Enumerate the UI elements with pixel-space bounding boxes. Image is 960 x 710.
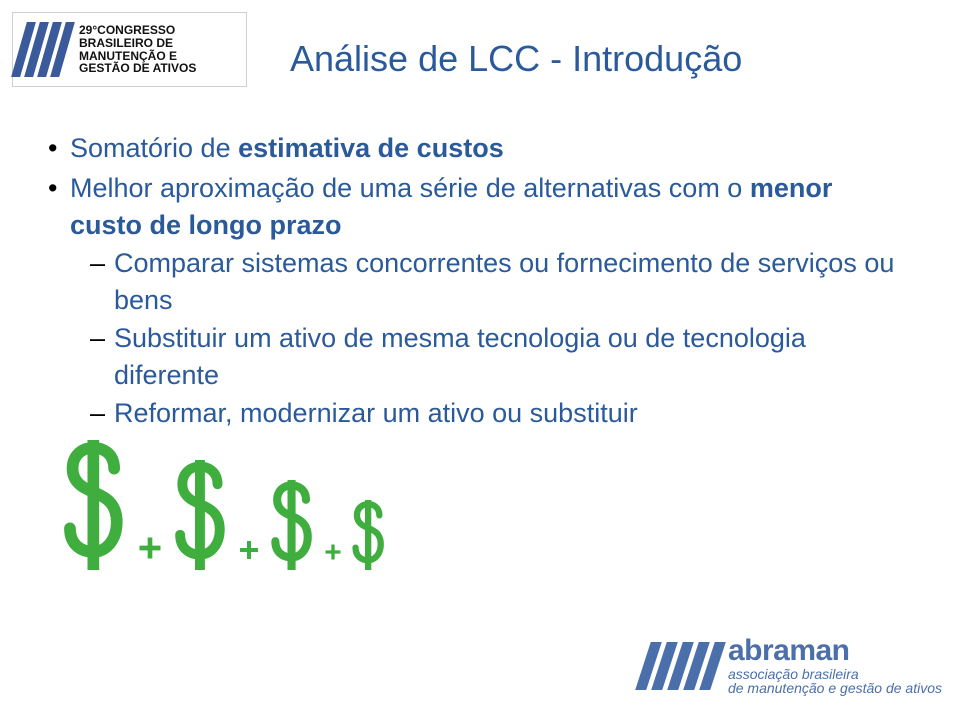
bullet-2: Melhor aproximação de uma série de alter… bbox=[48, 170, 908, 431]
abraman-brand: abraman bbox=[728, 635, 942, 667]
dollar-sign-icon bbox=[58, 440, 130, 570]
plus-icon bbox=[323, 542, 343, 562]
abraman-line2: associação brasileira bbox=[728, 667, 942, 682]
congress-logo-top: 29°CONGRESSO BRASILEIRO DE MANUTENÇÃO E … bbox=[12, 12, 247, 87]
bullet-1-pre: Somatório de bbox=[70, 133, 238, 163]
bullet-1-bold: estimativa de custos bbox=[238, 133, 504, 163]
abraman-logo-bottom: abraman associação brasileira de manuten… bbox=[643, 635, 942, 696]
abraman-line3: de manutenção e gestão de ativos bbox=[728, 681, 942, 696]
abraman-hatch-icon bbox=[643, 642, 718, 690]
dollar-sign-icon bbox=[267, 480, 317, 570]
sub-bullet-2: Substituir um ativo de mesma tecnologia … bbox=[70, 320, 908, 393]
abraman-text: abraman associação brasileira de manuten… bbox=[728, 635, 942, 696]
dollar-sign-icon bbox=[349, 500, 388, 570]
logo-hatch-icon bbox=[19, 22, 71, 77]
sub-bullet-1: Comparar sistemas concorrentes ou fornec… bbox=[70, 245, 908, 318]
dollar-signs-row bbox=[58, 440, 388, 570]
bullet-2-pre: Melhor aproximação de uma série de alter… bbox=[70, 173, 750, 203]
slide-title: Análise de LCC - Introdução bbox=[290, 38, 742, 80]
bullet-1: Somatório de estimativa de custos bbox=[48, 130, 908, 166]
dollar-sign-icon bbox=[170, 460, 231, 570]
logo-top-line2: BRASILEIRO DE bbox=[79, 37, 196, 50]
sub-bullet-3: Reformar, modernizar um ativo ou substit… bbox=[70, 395, 908, 431]
logo-top-text: 29°CONGRESSO BRASILEIRO DE MANUTENÇÃO E … bbox=[79, 24, 196, 74]
logo-top-line4: GESTÃO DE ATIVOS bbox=[79, 62, 196, 75]
slide-content: Somatório de estimativa de custos Melhor… bbox=[48, 130, 908, 436]
plus-icon bbox=[136, 534, 164, 562]
plus-icon bbox=[237, 538, 261, 562]
